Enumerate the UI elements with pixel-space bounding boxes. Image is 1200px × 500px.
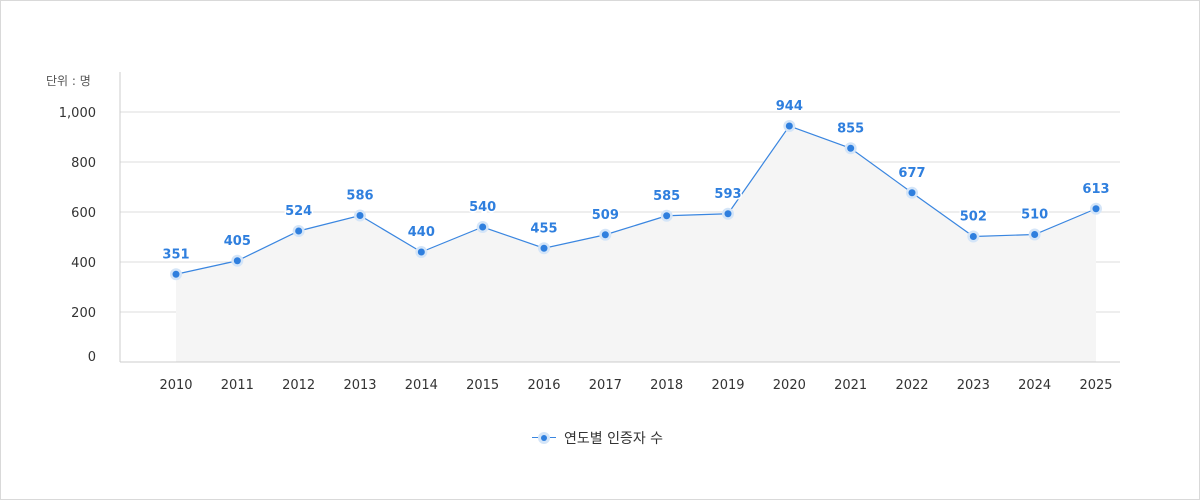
x-tick-label: 2023 bbox=[957, 378, 990, 393]
data-point bbox=[663, 212, 671, 220]
data-point bbox=[1092, 205, 1100, 213]
data-point bbox=[785, 122, 793, 130]
data-label: 593 bbox=[714, 187, 741, 202]
legend: 연도별 인증자 수 bbox=[532, 428, 663, 448]
data-point bbox=[356, 212, 364, 219]
x-tick-label: 2011 bbox=[221, 378, 254, 393]
unit-label: 단위 : 명 bbox=[46, 74, 91, 88]
data-label: 586 bbox=[346, 189, 373, 204]
series-area bbox=[176, 126, 1096, 362]
x-tick-label: 2016 bbox=[527, 378, 560, 393]
data-label: 585 bbox=[653, 189, 680, 204]
data-label: 540 bbox=[469, 200, 496, 215]
x-tick-label: 2010 bbox=[159, 378, 192, 393]
series-line bbox=[175, 125, 1097, 275]
x-tick-label: 2012 bbox=[282, 378, 315, 393]
x-tick-label: 2014 bbox=[405, 378, 438, 393]
data-label: 524 bbox=[285, 204, 312, 219]
data-label: 510 bbox=[1021, 208, 1048, 223]
data-label: 509 bbox=[592, 208, 619, 223]
data-label: 677 bbox=[898, 166, 925, 181]
data-point bbox=[479, 223, 487, 231]
y-tick-label: 800 bbox=[71, 156, 96, 171]
y-tick-labels: 0 200 400 600 800 1,000 bbox=[59, 106, 96, 365]
data-point bbox=[847, 144, 855, 152]
y-tick-label: 600 bbox=[71, 206, 96, 221]
data-point bbox=[233, 257, 241, 265]
y-tick-label: 200 bbox=[71, 306, 96, 321]
data-labels: 351 405 524 586 440 540 455 509 585 593 944 855 677 5… bbox=[161, 98, 1111, 264]
data-point bbox=[908, 189, 916, 197]
data-label: 944 bbox=[776, 99, 803, 114]
x-tick-label: 2025 bbox=[1079, 378, 1112, 393]
x-tick-label: 2013 bbox=[343, 378, 376, 393]
legend-label: 연도별 인증자 수 bbox=[564, 431, 664, 447]
y-tick-label: 0 bbox=[88, 350, 96, 365]
axes bbox=[119, 72, 1120, 363]
data-label: 351 bbox=[162, 247, 189, 262]
data-label: 440 bbox=[408, 225, 435, 240]
data-label: 455 bbox=[530, 221, 557, 236]
x-tick-label: 2015 bbox=[466, 378, 499, 393]
y-tick-label: 400 bbox=[71, 256, 96, 271]
data-point bbox=[969, 233, 977, 240]
data-point bbox=[295, 227, 303, 235]
x-tick-label: 2021 bbox=[834, 378, 867, 393]
x-tick-label: 2018 bbox=[650, 378, 683, 393]
data-point bbox=[172, 270, 180, 278]
x-tick-label: 2022 bbox=[895, 378, 928, 393]
data-label: 502 bbox=[960, 210, 987, 225]
data-point bbox=[601, 231, 609, 239]
x-tick-label: 2020 bbox=[773, 378, 806, 393]
data-label: 613 bbox=[1082, 182, 1109, 197]
data-point bbox=[1031, 231, 1039, 238]
series-points bbox=[170, 120, 1102, 281]
data-label: 405 bbox=[224, 234, 251, 249]
data-point bbox=[540, 244, 548, 252]
y-tick-label: 1,000 bbox=[59, 106, 96, 121]
data-point bbox=[417, 248, 425, 256]
x-tick-labels: 2010 2011 2012 2013 2014 2015 2016 2017 2018 2019… bbox=[159, 378, 1112, 393]
data-label: 855 bbox=[837, 121, 864, 136]
data-point bbox=[724, 210, 732, 218]
x-tick-label: 2017 bbox=[589, 378, 622, 393]
legend-marker bbox=[532, 428, 556, 448]
x-tick-label: 2019 bbox=[711, 378, 744, 393]
x-tick-label: 2024 bbox=[1018, 378, 1051, 393]
